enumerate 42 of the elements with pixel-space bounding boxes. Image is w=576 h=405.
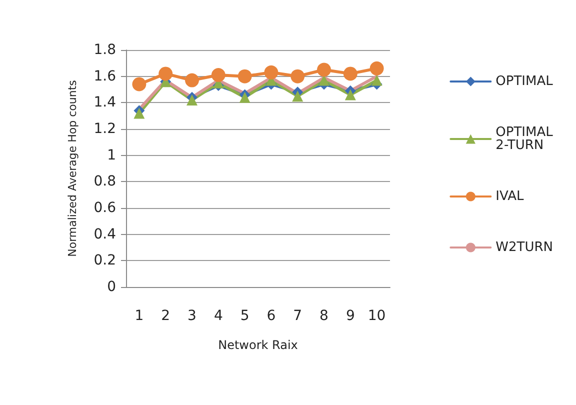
x-axis-title: Network Raix xyxy=(218,338,298,352)
point xyxy=(132,77,146,92)
legend-label: W2TURN xyxy=(496,240,554,255)
point xyxy=(186,94,198,106)
y-tick-label: 0.2 xyxy=(94,252,116,269)
point xyxy=(211,68,226,82)
x-tick-label: 8 xyxy=(320,308,328,324)
y-tick-label: 0.6 xyxy=(94,200,116,216)
y-tick-label: 0.4 xyxy=(94,226,116,242)
y-tick-label: 1.2 xyxy=(94,121,116,137)
x-tick-label: 6 xyxy=(266,308,276,324)
x-tick-label: 3 xyxy=(188,308,196,324)
y-axis-title: Normalized Average Hop counts xyxy=(66,80,79,257)
legend-label: IVAL xyxy=(496,189,524,204)
point xyxy=(238,69,252,84)
point xyxy=(371,74,382,86)
x-tick-label: 5 xyxy=(240,308,250,324)
x-tick-label: 4 xyxy=(214,308,223,324)
point xyxy=(343,66,358,81)
point xyxy=(370,61,384,76)
x-tick-label: 10 xyxy=(368,308,386,324)
point xyxy=(185,73,199,88)
x-tick-label: 7 xyxy=(293,308,302,324)
point xyxy=(239,92,250,103)
y-tick-label: 0.8 xyxy=(94,174,116,190)
point xyxy=(290,69,305,84)
legend-label: OPTIMAL 2-TURN xyxy=(496,125,558,153)
point xyxy=(317,62,331,77)
legend-label: OPTIMAL xyxy=(496,74,554,89)
x-tick-label: 9 xyxy=(346,308,355,324)
point xyxy=(292,90,304,102)
point xyxy=(264,65,278,80)
point xyxy=(158,66,173,81)
y-tick-label: 1.8 xyxy=(94,42,116,58)
y-tick-label: 1.4 xyxy=(94,94,116,111)
x-tick-label: 1 xyxy=(134,308,144,324)
point xyxy=(344,89,356,100)
y-tick-label: 0 xyxy=(107,279,116,295)
y-tick-label: 1.6 xyxy=(94,68,116,84)
x-tick-label: 2 xyxy=(161,308,170,324)
point xyxy=(134,108,145,119)
y-tick-label: 1 xyxy=(107,147,116,164)
